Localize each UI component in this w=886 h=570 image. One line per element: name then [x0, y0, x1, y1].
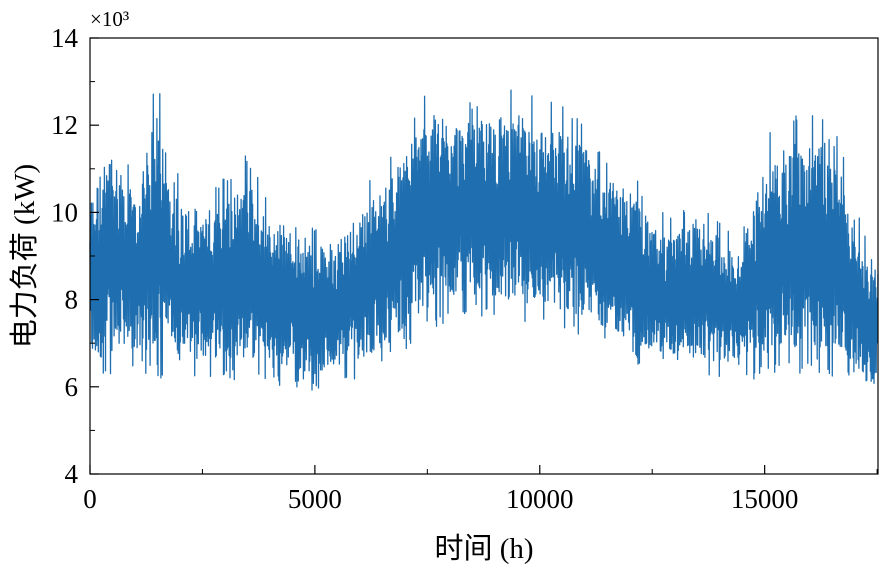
x-tick-label: 10000 [506, 484, 574, 514]
load-series-line [89, 89, 879, 391]
x-tick-label: 0 [83, 484, 97, 514]
load-series [89, 89, 879, 391]
y-tick-label: 8 [65, 285, 79, 315]
y-tick-label: 12 [51, 110, 78, 140]
y-tick-label: 4 [65, 459, 79, 489]
x-tick-label: 5000 [288, 484, 342, 514]
y-axis-label: 电力负荷 (kW) [8, 164, 41, 348]
y-tick-label: 10 [51, 197, 78, 227]
y-axis-ticks: 4 6 8 10 12 14 [51, 23, 99, 489]
x-axis-ticks: 0 5000 10000 15000 [83, 465, 878, 514]
x-tick-label: 15000 [731, 484, 799, 514]
y-multiplier-label: ×10³ [90, 7, 129, 31]
x-axis-label: 时间 (h) [434, 532, 533, 565]
y-tick-label: 14 [51, 23, 79, 53]
y-tick-label: 6 [65, 372, 79, 402]
